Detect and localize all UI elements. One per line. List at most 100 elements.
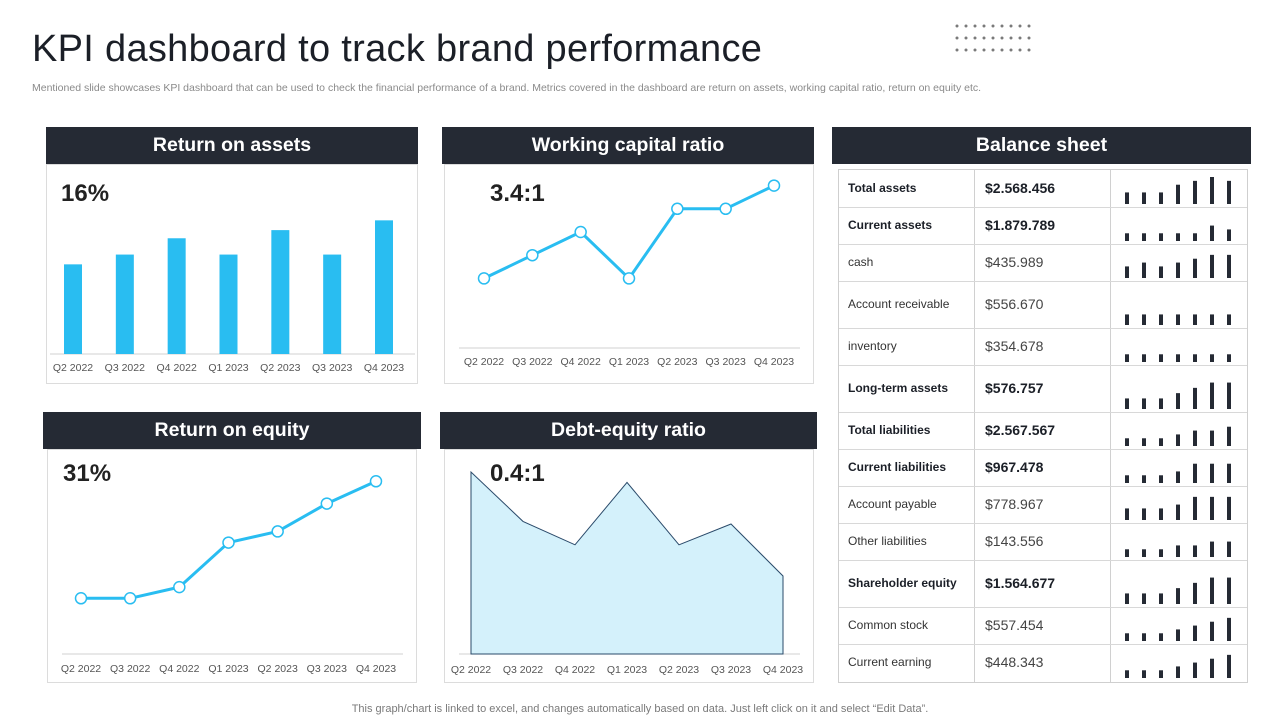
tick-label: Q2 2022 bbox=[53, 362, 93, 374]
tick-label: Q1 2023 bbox=[607, 664, 647, 676]
sparkline-bar bbox=[1159, 314, 1163, 325]
data-point bbox=[526, 248, 539, 262]
data-point bbox=[74, 592, 88, 605]
balance-sheet-value: $2.568.456 bbox=[985, 179, 1056, 196]
balance-sheet-label: Account receivable bbox=[848, 296, 950, 311]
return-on-assets-header: Return on assets bbox=[46, 127, 418, 164]
return-on-assets-kpi: 16% bbox=[61, 180, 110, 207]
sparkline-bar bbox=[1210, 314, 1214, 325]
tick-label: Q3 2022 bbox=[503, 664, 543, 676]
balance-sheet-value: $1.564.677 bbox=[985, 574, 1056, 591]
data-point bbox=[123, 592, 137, 605]
sparkline-bar bbox=[1227, 496, 1231, 520]
sparkline-bar bbox=[1227, 654, 1231, 678]
sparkline-bar bbox=[1125, 233, 1129, 241]
sparkline-bar bbox=[1142, 670, 1146, 678]
bar bbox=[115, 254, 134, 354]
sparkline-bar bbox=[1210, 254, 1214, 278]
bar bbox=[219, 254, 238, 354]
sparkline-bar bbox=[1193, 314, 1197, 325]
data-point bbox=[622, 272, 636, 285]
data-point bbox=[719, 202, 732, 216]
balance-sheet-label: Current earning bbox=[848, 654, 932, 669]
bar bbox=[323, 254, 342, 354]
sparkline-bar bbox=[1142, 192, 1146, 204]
balance-sheet-label: Shareholder equity bbox=[848, 575, 957, 590]
balance-sheet-sparkline bbox=[1125, 541, 1231, 557]
balance-sheet-label: Long-term assets bbox=[848, 380, 949, 395]
return-on-assets-panel: 16% Q2 2022 Q3 2022 Q4 2022 Q1 2023 Q2 2023 Q… bbox=[46, 164, 418, 384]
tick-label: Q2 2023 bbox=[657, 356, 697, 368]
area-series bbox=[470, 470, 784, 655]
return-on-equity-header: Return on equity bbox=[43, 412, 421, 449]
sparkline-bar bbox=[1227, 577, 1231, 604]
sparkline-bar bbox=[1193, 180, 1197, 204]
tick-label: Q3 2023 bbox=[706, 356, 746, 368]
balance-sheet-value: $576.757 bbox=[985, 379, 1044, 396]
data-point bbox=[222, 536, 235, 549]
sparkline-bar bbox=[1176, 354, 1180, 362]
sparkline-bar bbox=[1159, 508, 1163, 520]
sparkline-bar bbox=[1227, 254, 1231, 278]
sparkline-bar bbox=[1125, 398, 1129, 409]
balance-sheet-value: $557.454 bbox=[985, 616, 1044, 633]
sparkline-bar bbox=[1227, 463, 1231, 483]
sparkline-bar bbox=[1176, 588, 1180, 604]
balance-sheet-label: Common stock bbox=[848, 617, 929, 632]
sparkline-bar bbox=[1227, 617, 1231, 641]
balance-sheet-value: $967.478 bbox=[985, 458, 1044, 475]
page-title: KPI dashboard to track brand performance bbox=[32, 28, 763, 70]
sparkline-bar bbox=[1125, 508, 1129, 520]
balance-sheet-table: Total assets $2.568.456 Current assets $1.8… bbox=[838, 169, 1248, 683]
balance-sheet-label: Account payable bbox=[848, 496, 937, 511]
sparkline-bar bbox=[1210, 541, 1214, 557]
return-on-equity-kpi: 31% bbox=[63, 460, 112, 487]
balance-sheet-row: inventory $354.678 bbox=[839, 328, 1247, 366]
balance-sheet-sparkline bbox=[1125, 382, 1231, 409]
balance-sheet-header: Balance sheet bbox=[832, 127, 1251, 164]
balance-sheet-value: $1.879.789 bbox=[985, 216, 1056, 233]
balance-sheet-label: cash bbox=[848, 254, 874, 269]
sparkline-bar bbox=[1210, 496, 1214, 520]
sparkline-bar bbox=[1159, 192, 1163, 204]
debt-equity-ratio-panel: 0.4:1 Q2 2022 Q3 2022 Q4 2022 Q1 2023 Q2 202… bbox=[444, 449, 814, 683]
sparkline-bar bbox=[1142, 475, 1146, 483]
sparkline-bar bbox=[1176, 393, 1180, 409]
sparkline-bar bbox=[1227, 382, 1231, 409]
balance-sheet-sparkline bbox=[1125, 225, 1231, 241]
sparkline-bar bbox=[1142, 233, 1146, 241]
balance-sheet-sparkline bbox=[1125, 314, 1231, 325]
sparkline-bar bbox=[1176, 233, 1180, 241]
balance-sheet-divider bbox=[1110, 170, 1111, 682]
sparkline-bar bbox=[1159, 475, 1163, 483]
sparkline-bar bbox=[1159, 233, 1163, 241]
tick-label: Q4 2022 bbox=[157, 362, 197, 374]
sparkline-bar bbox=[1193, 258, 1197, 278]
data-point bbox=[767, 179, 781, 192]
tick-label: Q4 2023 bbox=[763, 664, 803, 676]
bar bbox=[375, 220, 393, 354]
sparkline-bar bbox=[1125, 192, 1129, 204]
sparkline-bar bbox=[1193, 545, 1197, 557]
sparkline-bar bbox=[1125, 633, 1129, 641]
return-on-assets-chart: Q2 2022 Q3 2022 Q4 2022 Q1 2023 Q2 2023 Q3 20… bbox=[50, 220, 415, 374]
sparkline-bar bbox=[1176, 471, 1180, 483]
sparkline-bar bbox=[1125, 670, 1129, 678]
debt-equity-ratio-header: Debt-equity ratio bbox=[440, 412, 817, 449]
tick-label: Q2 2022 bbox=[464, 356, 504, 368]
sparkline-bar bbox=[1125, 475, 1129, 483]
sparkline-bar bbox=[1193, 496, 1197, 520]
tick-label: Q2 2022 bbox=[61, 663, 101, 675]
balance-sheet-row: Total liabilities $2.567.567 bbox=[839, 412, 1247, 450]
balance-sheet-sparkline bbox=[1125, 463, 1231, 483]
balance-sheet-sparkline bbox=[1125, 254, 1231, 278]
sparkline-bar bbox=[1176, 666, 1180, 678]
data-point bbox=[369, 475, 383, 488]
balance-sheet-sparkline bbox=[1125, 654, 1231, 678]
balance-sheet-value: $2.567.567 bbox=[985, 421, 1056, 438]
sparkline-bar bbox=[1193, 354, 1197, 362]
tick-label: Q2 2022 bbox=[451, 664, 491, 676]
data-point bbox=[574, 225, 587, 239]
sparkline-bar bbox=[1210, 225, 1214, 241]
tick-label: Q3 2023 bbox=[312, 362, 352, 374]
